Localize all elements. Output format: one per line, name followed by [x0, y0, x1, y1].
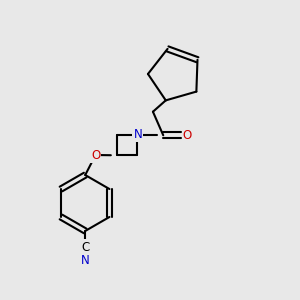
Text: N: N	[81, 254, 90, 267]
Text: O: O	[91, 148, 100, 161]
Text: O: O	[183, 129, 192, 142]
Text: C: C	[81, 241, 89, 254]
Text: N: N	[134, 128, 142, 141]
